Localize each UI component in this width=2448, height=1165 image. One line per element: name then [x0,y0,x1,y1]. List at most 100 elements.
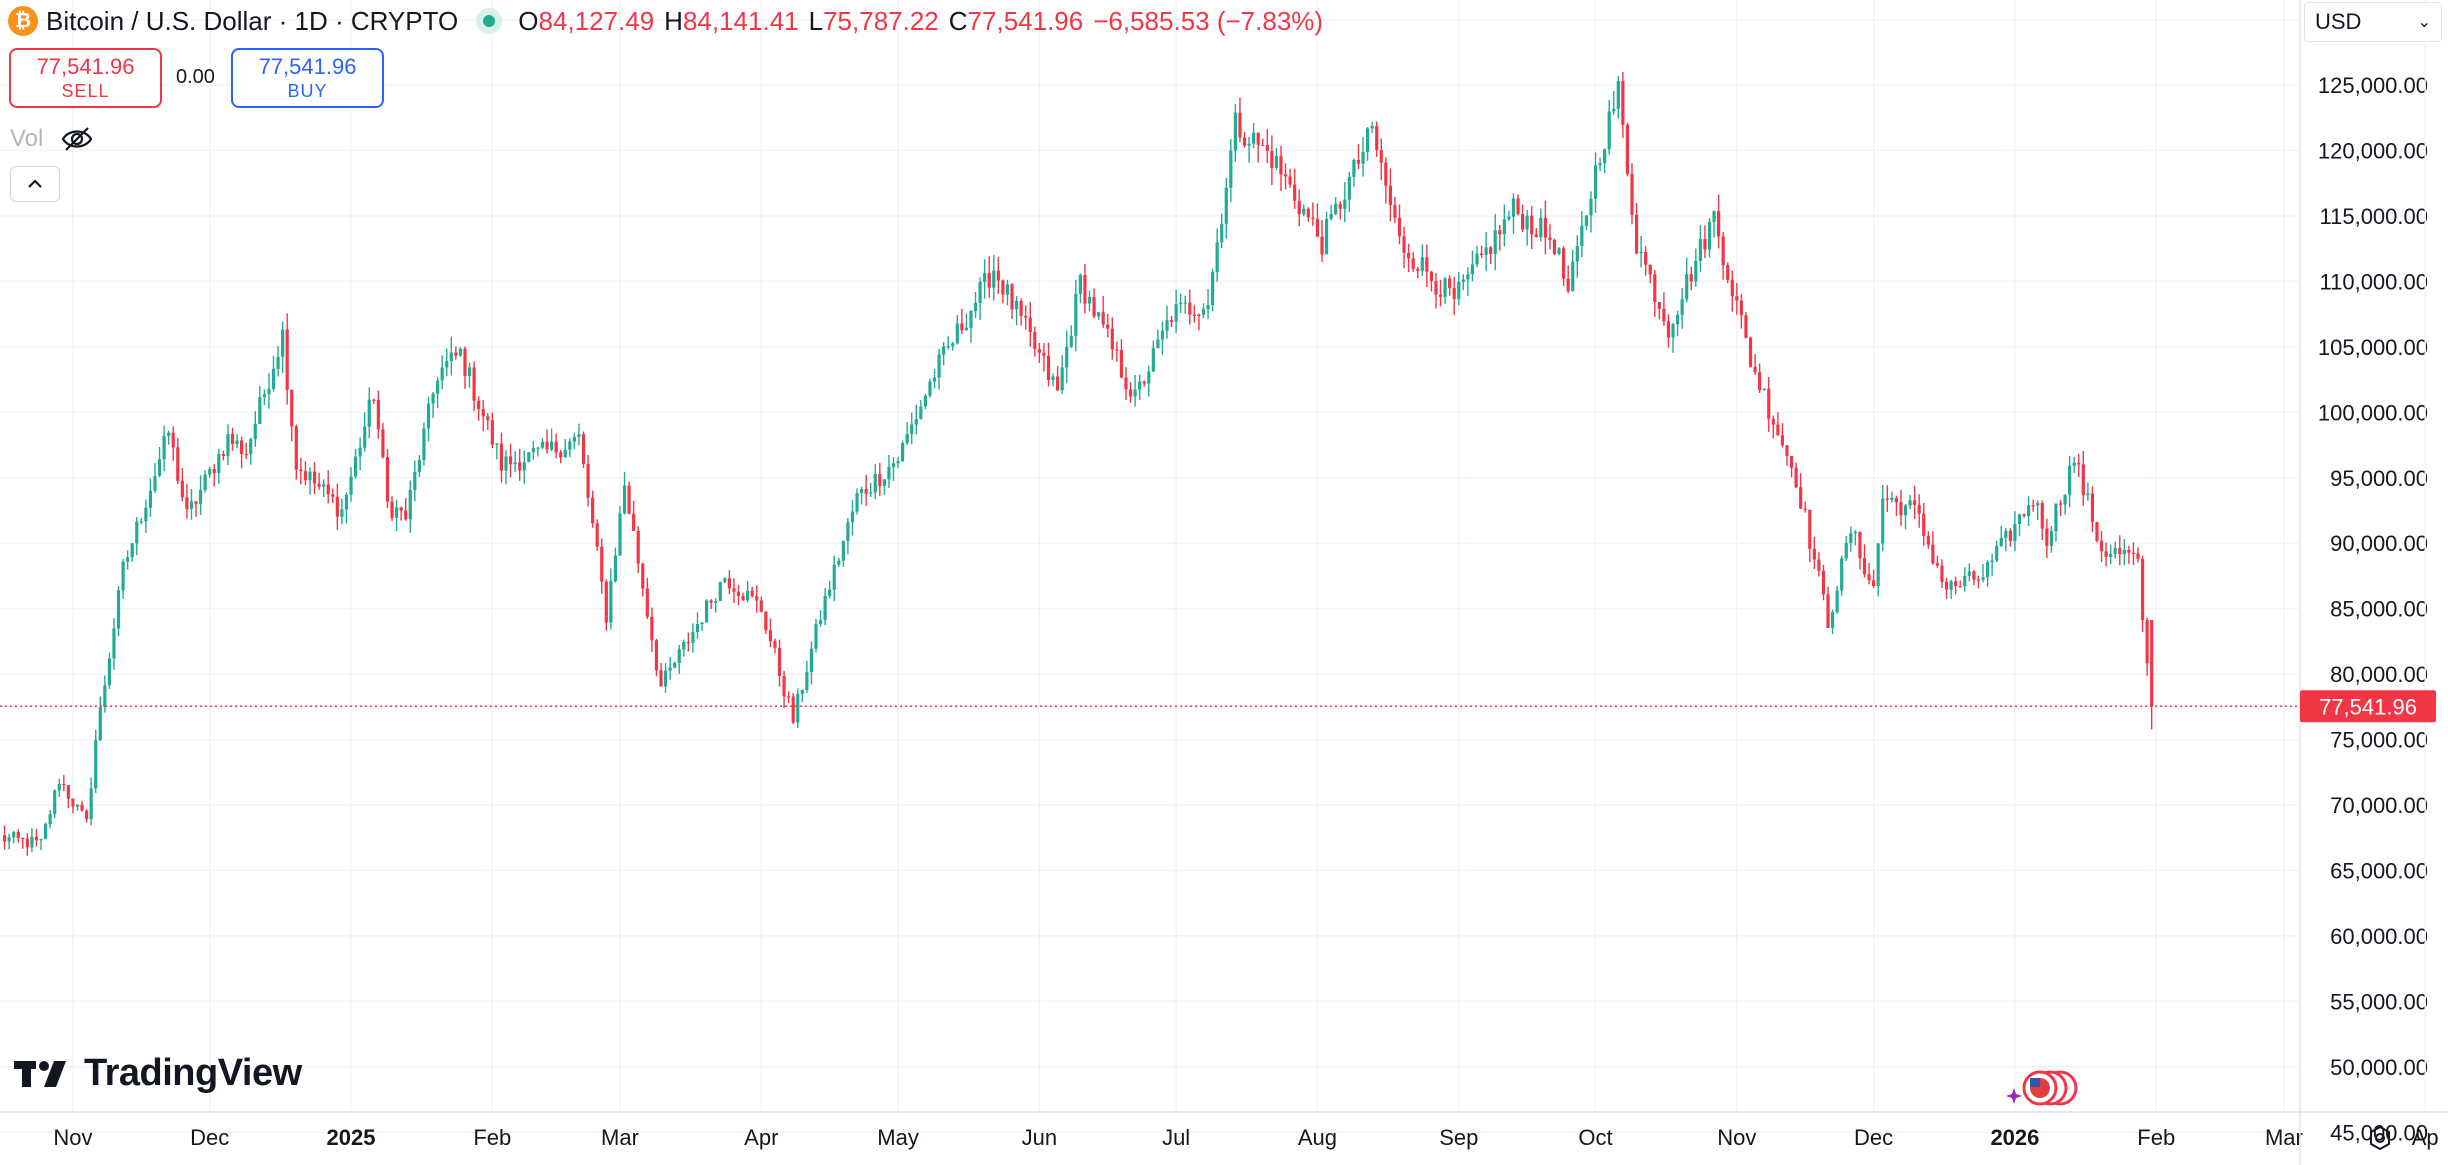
x-tick-label: Feb [473,1125,511,1150]
candle-body [1689,274,1693,282]
candle-body [98,707,102,741]
candle-body [504,456,508,471]
candle-body [554,441,558,453]
candle-body [53,790,57,815]
candle-body [1283,174,1288,177]
candle [1416,266,1420,279]
candle-body [2013,524,2017,541]
candle-body [809,648,814,673]
candle-body [303,471,308,481]
economic-events-icon[interactable] [2004,1068,2084,1108]
candle-body [1334,203,1338,215]
candle-body [1147,371,1151,384]
candle [7,833,11,850]
candle-body [153,475,157,491]
x-tick-label: Dec [190,1125,229,1150]
candle-body [850,511,855,523]
buy-button[interactable]: 77,541.96 BUY [231,48,384,108]
candle [2008,528,2012,547]
candle [1607,99,1611,155]
candle-body [417,460,421,472]
candle [381,422,385,459]
candle [1776,412,1780,436]
candle [1183,295,1187,314]
candle [932,369,937,389]
candle-body [2027,505,2031,516]
candle [732,578,736,604]
candle [1470,250,1475,282]
candle-body [741,596,745,601]
candle [1630,163,1634,225]
x-tick-label: Jul [1162,1125,1190,1150]
candle [1890,491,1894,503]
market-status-icon[interactable] [476,8,503,34]
candle [1056,366,1060,392]
candle-body [1571,261,1575,292]
settings-gear-button[interactable] [2360,1118,2400,1158]
candle-body [107,658,112,686]
candle [2054,503,2058,542]
volume-indicator: Vol [10,124,95,154]
candle-body [294,426,298,470]
candle-body [1862,557,1867,575]
x-tick-label: May [877,1125,919,1150]
eye-off-icon[interactable] [59,124,95,154]
candle [796,688,800,729]
candle-body [1767,388,1771,419]
symbol-title[interactable]: Bitcoin / U.S. Dollar · 1D · CRYPTO [46,5,459,36]
candle [1799,473,1803,510]
candle-body [1069,335,1073,347]
candle-body [1416,268,1420,271]
tradingview-logo[interactable]: TradingView [14,1052,302,1095]
candle-body [609,581,613,623]
candle-body [1511,198,1516,217]
candle [650,607,654,652]
candle [978,277,982,320]
candle-body [372,399,376,401]
candle [531,440,535,460]
candle-body [472,367,476,401]
candle [1138,374,1142,401]
candle-body [94,740,98,789]
candle [2072,456,2076,474]
candle [349,467,353,502]
candle-body [62,784,66,786]
candle [2127,545,2131,564]
candle-body [654,640,659,671]
candle-body [1420,257,1424,271]
collapse-legend-button[interactable] [10,166,60,202]
candle-body [1881,498,1885,544]
candle-body [1438,294,1443,297]
sell-button[interactable]: 77,541.96 SELL [9,48,162,108]
x-tick-label: Feb [2137,1125,2175,1150]
symbol-legend: ₿ Bitcoin / U.S. Dollar · 1D · CRYPTO O … [8,4,1323,38]
candle-body [1001,280,1005,295]
candle [1024,305,1028,330]
candle [1926,531,1930,549]
candle-body [2068,465,2072,495]
candle [1803,501,1807,513]
x-tick-label: 2026 [1990,1125,2039,1150]
candle-body [1324,218,1329,255]
candle [194,501,198,517]
candle [217,448,221,484]
candle-body [563,449,567,458]
y-tick-label: 90,000.00 [2330,531,2428,556]
currency-select[interactable]: USD ⌄ [2304,2,2442,42]
candle-body [1083,275,1087,304]
y-tick-label: 115,000.00 [2320,204,2428,229]
candle-body [1985,562,1990,578]
candle [837,557,841,568]
candle [317,472,321,490]
candle [504,450,508,485]
last-price-tag[interactable] [2300,690,2436,723]
candle-body [1206,305,1210,310]
candle-body [198,490,203,504]
candle [554,433,558,459]
candle [1005,279,1010,306]
candle [1475,245,1479,268]
candle [727,570,731,595]
candle-body [203,474,207,491]
candle-body [1265,144,1269,151]
